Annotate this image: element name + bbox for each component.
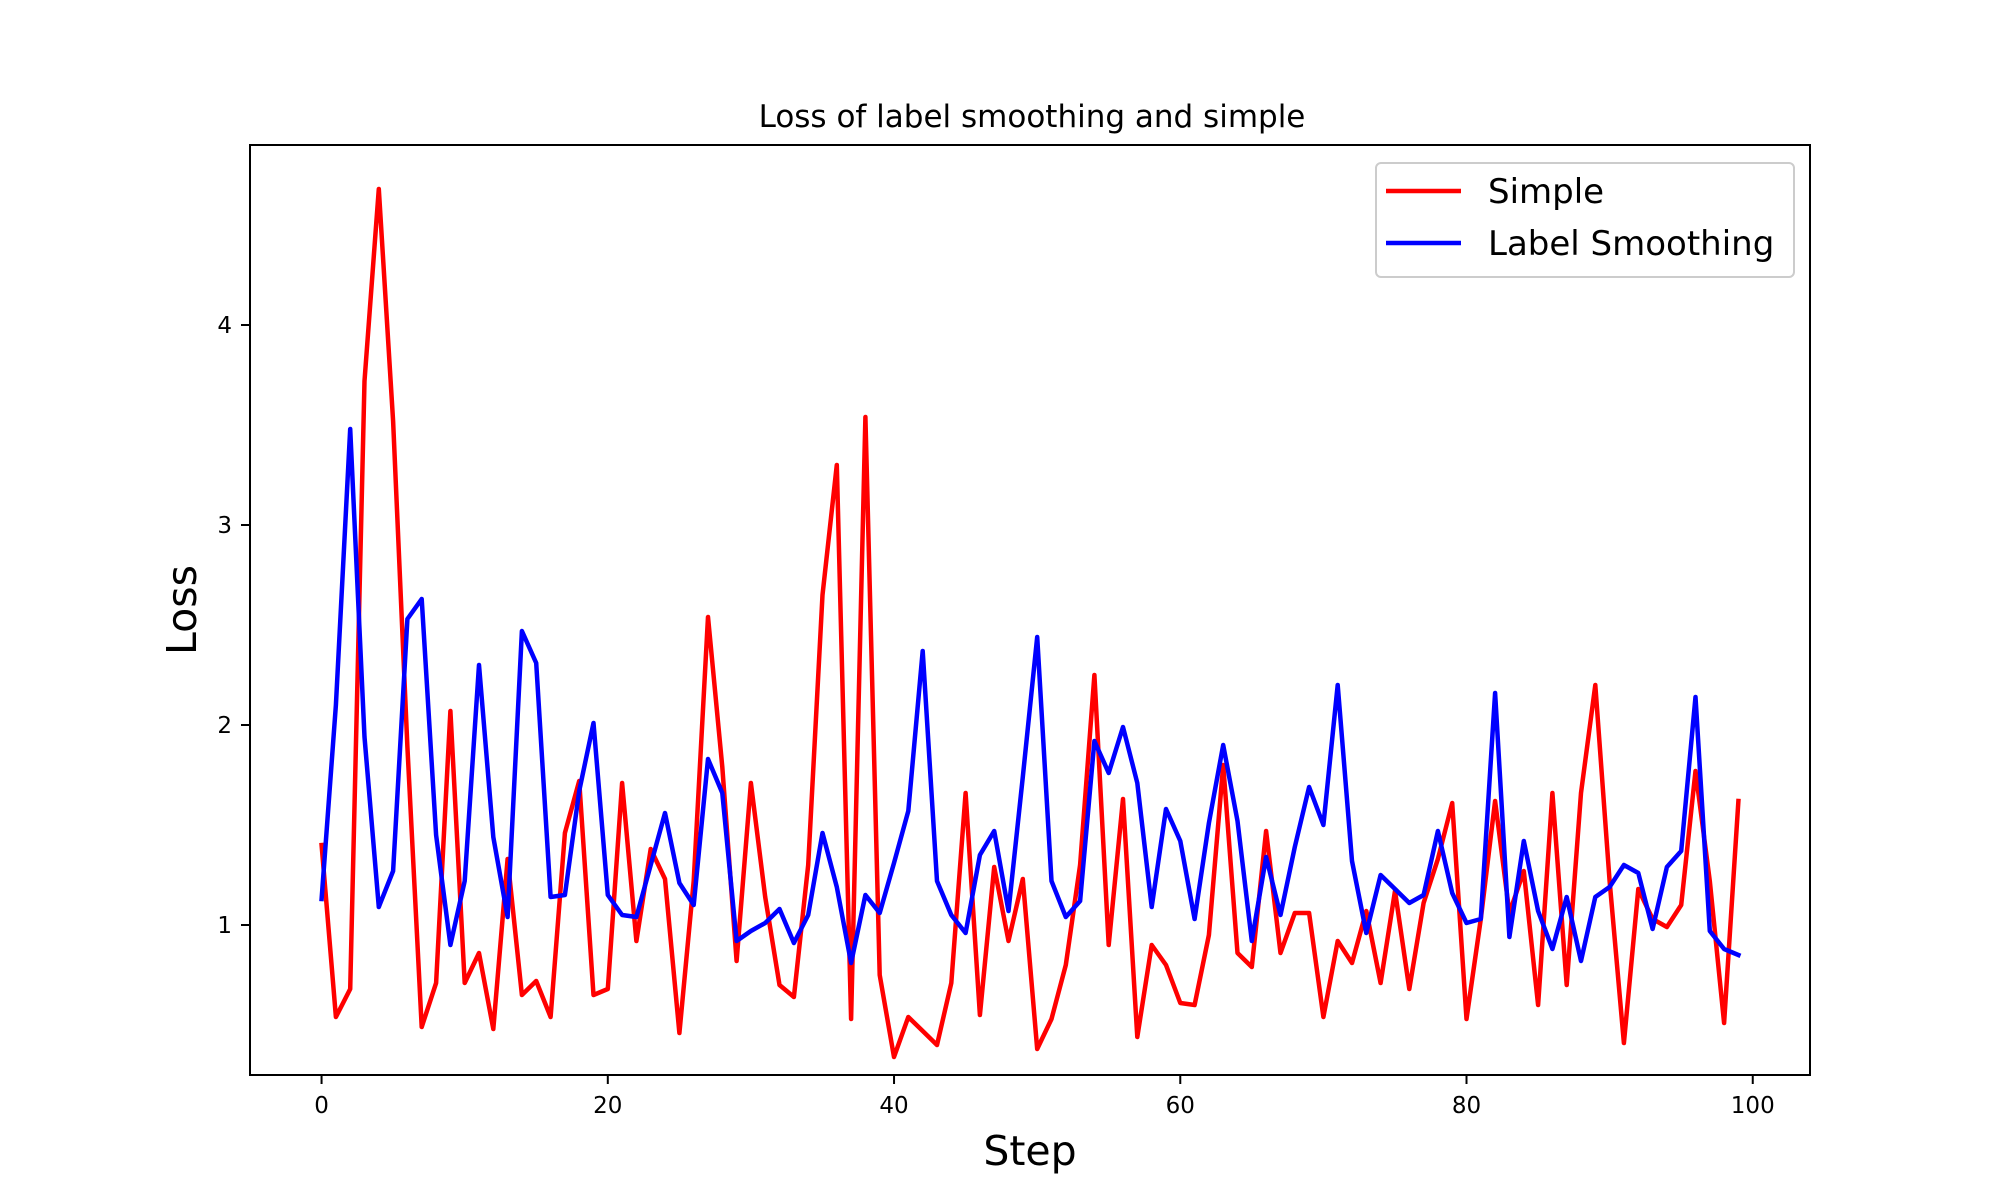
x-tick-label: 0 [314, 1093, 329, 1119]
axes-frame [249, 144, 1811, 1076]
x-tick-label: 40 [879, 1093, 908, 1119]
chart-title: Loss of label smoothing and simple [759, 99, 1306, 135]
y-tick-label: 1 [217, 913, 232, 939]
legend: Simple Label Smoothing [1375, 162, 1795, 278]
y-axis-label: Loss [158, 565, 206, 655]
plot-area [249, 144, 1811, 1076]
y-axis-ticks: 1 2 3 4 [217, 313, 250, 939]
y-tick-label: 4 [217, 313, 232, 339]
legend-frame [1375, 162, 1795, 278]
series-layer [319, 186, 1742, 1060]
x-tick-label: 60 [1166, 1093, 1195, 1119]
series-line-label-smoothing [319, 426, 1742, 966]
series-line-simple [319, 186, 1741, 1060]
x-axis-label: Step [983, 1127, 1076, 1175]
x-tick-label: 100 [1731, 1093, 1775, 1119]
x-tick-label: 20 [593, 1093, 622, 1119]
x-axis-ticks: 0 20 40 60 80 100 [314, 1075, 1775, 1119]
x-tick-label: 80 [1452, 1093, 1481, 1119]
y-tick-label: 3 [217, 513, 232, 539]
legend-label-simple: Simple [1488, 172, 1604, 212]
y-tick-label: 2 [217, 713, 232, 739]
legend-label-label-smoothing: Label Smoothing [1488, 224, 1774, 264]
